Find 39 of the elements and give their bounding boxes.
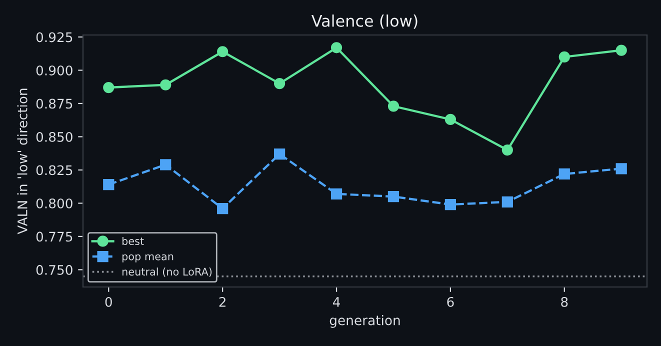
x-tick-label: 8 — [561, 296, 568, 307]
chart-title: Valence (low) — [311, 14, 418, 29]
x-tick-label: 0 — [105, 296, 112, 307]
y-tick-label: 0.775 — [36, 232, 72, 242]
y-tick-label: 0.900 — [36, 65, 72, 76]
point — [330, 42, 342, 54]
x-axis-title: generation — [330, 315, 400, 328]
legend-label: best — [122, 236, 144, 246]
y-tick-label: 0.875 — [36, 98, 72, 109]
point — [616, 163, 627, 174]
y-tick-label: 0.850 — [36, 132, 72, 142]
point — [274, 148, 286, 160]
legend-label: pop mean — [122, 254, 174, 262]
y-tick-label: 0.825 — [36, 165, 72, 176]
x-tick-label: 2 — [219, 296, 226, 307]
x-tick-label: 4 — [332, 297, 340, 307]
point — [274, 78, 286, 90]
point — [558, 51, 570, 62]
point — [444, 198, 456, 210]
ref-line-label: neutral (no LoRA) — [122, 268, 212, 277]
y-tick-label: 0.750 — [36, 264, 72, 275]
point — [616, 44, 627, 56]
point — [444, 114, 456, 125]
point — [388, 100, 400, 112]
y-tick-label: 0.800 — [36, 198, 72, 208]
point — [558, 168, 570, 180]
point — [103, 179, 114, 190]
x-tick-label: 6 — [447, 296, 454, 307]
point — [217, 46, 228, 58]
point — [217, 202, 228, 214]
point — [502, 196, 513, 208]
point — [388, 191, 400, 202]
y-tick-label: 0.925 — [36, 32, 72, 42]
point — [160, 79, 172, 90]
y-axis-title: VALN in 'low' direction — [17, 88, 28, 234]
point — [502, 144, 513, 156]
point — [103, 82, 114, 94]
point — [160, 159, 172, 170]
point — [330, 188, 342, 200]
